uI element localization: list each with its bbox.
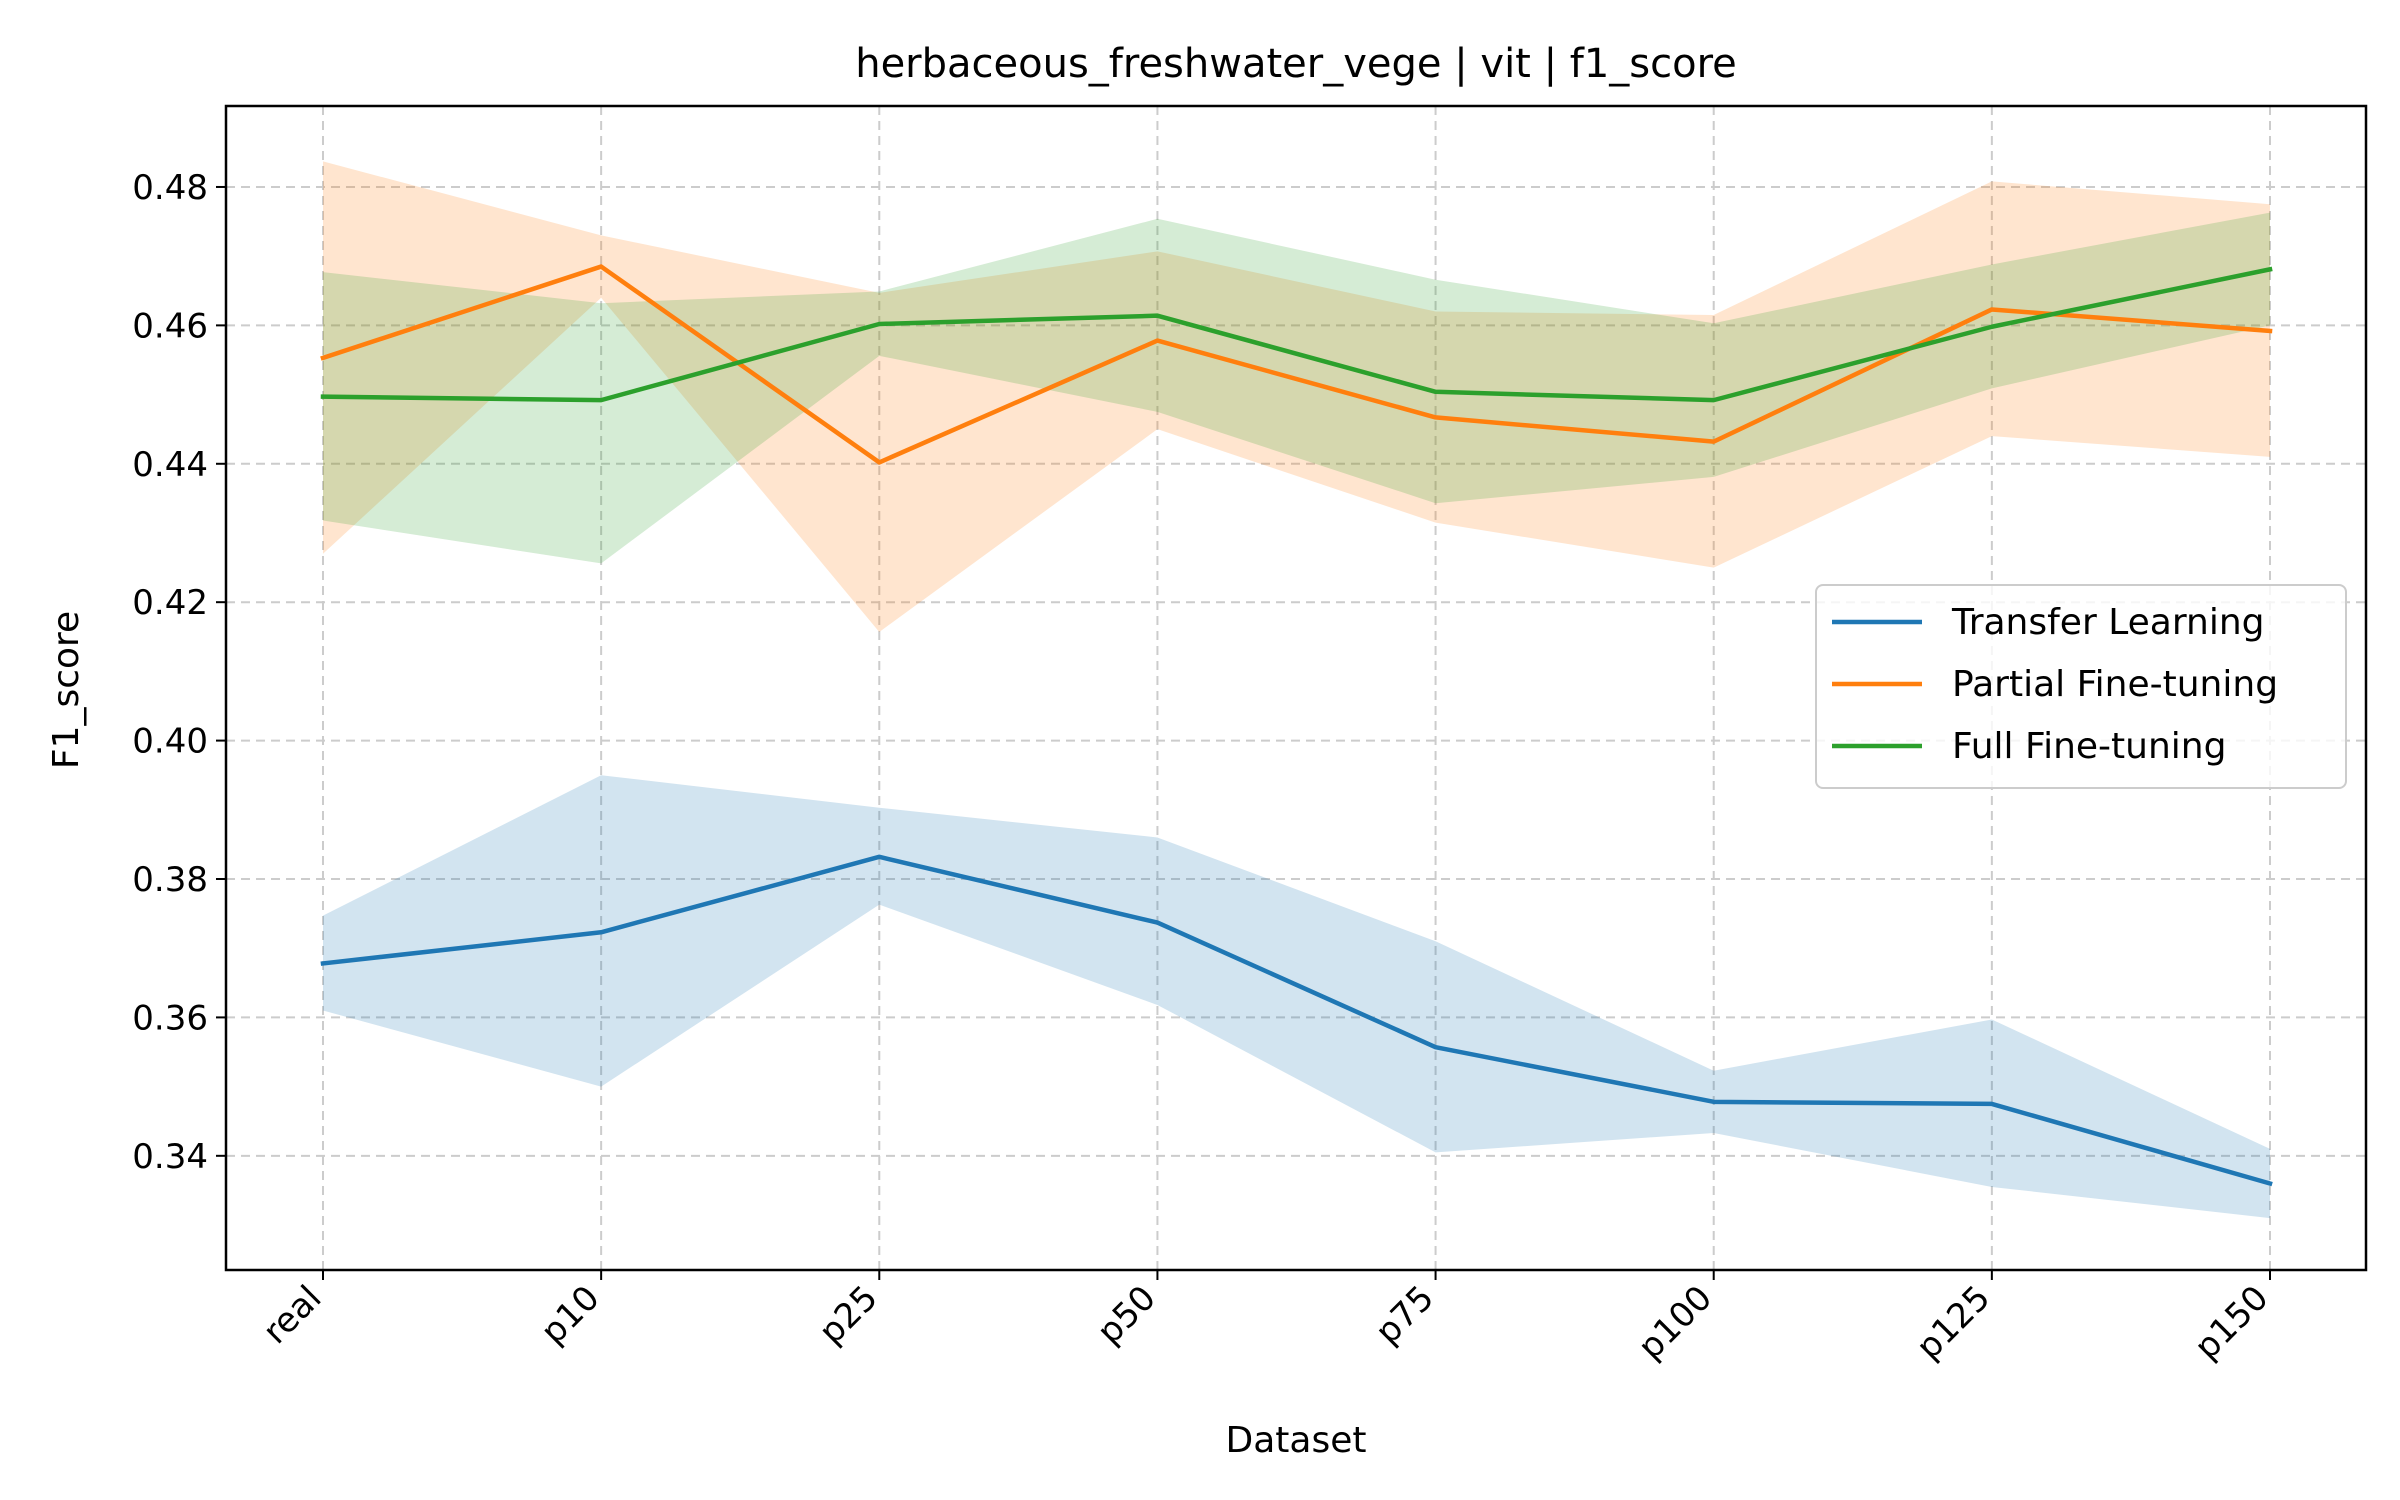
y-tick-label: 0.46 [132, 306, 208, 346]
y-tick-label: 0.34 [132, 1137, 208, 1177]
x-axis-label: Dataset [1226, 1420, 1367, 1461]
y-tick-label: 0.44 [132, 445, 208, 485]
y-axis-ticks: 0.34 0.36 0.38 0.40 0.42 0.44 0.46 0.48 [132, 168, 226, 1177]
series-lines [320, 264, 2273, 1187]
legend-label: Partial Fine-tuning [1952, 664, 2278, 705]
y-tick-label: 0.40 [132, 722, 208, 762]
y-tick-label: 0.42 [132, 583, 208, 623]
plot-area-frame [224, 104, 2368, 1272]
confidence-band [323, 212, 2270, 564]
confidence-band [323, 161, 2270, 632]
chart-title: herbaceous_freshwater_vege | vit | f1_sc… [855, 41, 1737, 87]
y-tick-label: 0.48 [132, 168, 208, 208]
legend-box [1815, 584, 2347, 789]
series-line [320, 264, 2273, 465]
grid [226, 106, 2366, 1270]
series-line [320, 854, 2273, 1187]
legend-label: Transfer Learning [1951, 602, 2265, 643]
legend-label: Full Fine-tuning [1952, 726, 2226, 767]
y-tick-label: 0.36 [132, 998, 208, 1038]
y-tick-label: 0.38 [132, 860, 208, 900]
confidence-bands [323, 161, 2270, 1219]
legend: Transfer Learning Partial Fine-tuning Full… [1815, 584, 2347, 789]
series-line [320, 266, 2273, 403]
y-axis-label: F1_score [46, 611, 87, 769]
confidence-band [323, 775, 2270, 1219]
